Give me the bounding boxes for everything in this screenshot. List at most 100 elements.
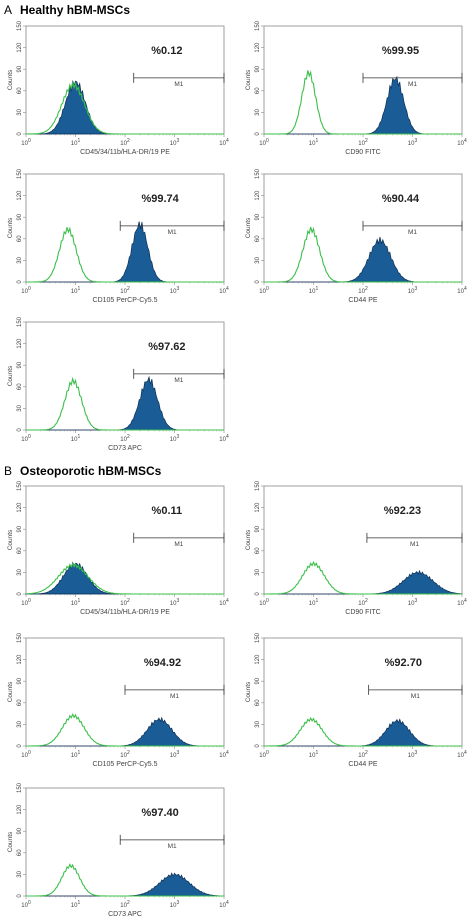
x-tick-label: 102 [120, 286, 130, 295]
y-tick-label: 60 [255, 547, 261, 554]
y-axis-label: Counts [7, 217, 14, 238]
x-tick-label: 104 [219, 900, 229, 909]
histogram-panel: 0 30 60 90 120 150 Counts 100 101 102 103 104 CD105 … [7, 632, 229, 768]
y-axis-label: Counts [245, 529, 252, 550]
x-tick-label: 101 [71, 434, 81, 443]
y-tick-label: 150 [17, 782, 23, 793]
x-tick-label: 103 [408, 750, 418, 759]
isotype-control-histogram [26, 376, 224, 431]
y-tick-label: 30 [17, 404, 23, 411]
section-letter: B [4, 464, 13, 478]
plot-frame [263, 637, 463, 747]
x-tick-label: 104 [219, 138, 229, 147]
y-tick-label: 120 [17, 42, 23, 53]
histogram-panel: 0 30 60 90 120 150 Counts 100 101 102 103 104 CD90 F… [245, 480, 467, 616]
x-tick-label: 102 [120, 138, 130, 147]
y-tick-label: 60 [255, 235, 261, 242]
y-tick-label: 150 [17, 480, 23, 491]
gate-m1-label: M1 [168, 843, 177, 850]
x-axis-label: CD44 PE [348, 761, 378, 768]
y-axis-label: Counts [7, 529, 14, 550]
y-tick-label: 60 [17, 547, 23, 554]
percent-positive-label: %99.95 [382, 45, 419, 57]
x-tick-label: 101 [71, 598, 81, 607]
x-axis-label: CD45/34/11b/HLA-DR/19 PE [80, 609, 170, 616]
y-tick-label: 0 [17, 280, 23, 284]
y-tick-label: 0 [255, 592, 261, 596]
gate-m1-label: M1 [170, 693, 179, 700]
x-tick-label: 104 [219, 598, 229, 607]
x-tick-label: 104 [457, 598, 467, 607]
x-tick-label: 101 [309, 598, 319, 607]
y-tick-label: 120 [17, 190, 23, 201]
y-tick-label: 90 [255, 677, 261, 684]
section-title: Osteoporotic hBM-MSCs [20, 464, 162, 478]
percent-positive-label: %94.92 [144, 657, 181, 669]
plot-frame [25, 173, 225, 283]
x-axis-label: CD90 FITC [345, 609, 380, 616]
y-tick-label: 0 [255, 280, 261, 284]
x-tick-label: 103 [408, 598, 418, 607]
histogram-panel: 0 30 60 90 120 150 Counts 100 101 102 103 104 CD105 … [7, 168, 229, 304]
y-tick-label: 30 [17, 108, 23, 115]
x-tick-label: 100 [21, 900, 31, 909]
x-tick-label: 101 [309, 138, 319, 147]
y-tick-label: 60 [17, 849, 23, 856]
y-tick-label: 150 [255, 20, 261, 31]
y-tick-label: 0 [17, 428, 23, 432]
x-tick-label: 102 [120, 598, 130, 607]
x-tick-label: 103 [408, 286, 418, 295]
y-tick-label: 30 [255, 568, 261, 575]
percent-positive-label: %97.40 [141, 807, 178, 819]
percent-positive-label: %90.44 [382, 193, 420, 205]
histogram-panel: 0 30 60 90 120 150 Counts 100 101 102 103 104 CD90 F… [245, 20, 467, 156]
x-tick-label: 101 [309, 286, 319, 295]
section-a-header: A Healthy hBM-MSCs [4, 3, 130, 17]
x-axis-label: CD90 FITC [345, 149, 380, 156]
y-tick-label: 90 [255, 525, 261, 532]
y-tick-label: 30 [17, 256, 23, 263]
plot-frame [25, 25, 225, 135]
x-tick-label: 100 [21, 138, 31, 147]
y-tick-label: 0 [17, 592, 23, 596]
percent-positive-label: %0.11 [152, 505, 183, 517]
isotype-control-histogram [264, 716, 462, 747]
histogram-panel: 0 30 60 90 120 150 Counts 100 101 102 103 104 CD73 A… [7, 782, 229, 918]
histogram-panel: 0 30 60 90 120 150 Counts 100 101 102 103 104 CD45/3… [7, 20, 229, 156]
x-tick-label: 100 [21, 598, 31, 607]
y-tick-label: 150 [255, 480, 261, 491]
x-tick-label: 101 [309, 750, 319, 759]
x-tick-label: 104 [457, 750, 467, 759]
x-axis-label: CD105 PerCP-Cy5.5 [93, 761, 158, 768]
gate-m1-label: M1 [174, 377, 183, 384]
gate-m1-label: M1 [168, 229, 177, 236]
section-b-header: B Osteoporotic hBM-MSCs [4, 464, 161, 478]
x-tick-label: 100 [259, 286, 269, 295]
y-tick-label: 120 [255, 190, 261, 201]
y-tick-label: 150 [17, 632, 23, 643]
y-tick-label: 120 [17, 654, 23, 665]
gate-m1-label: M1 [408, 81, 417, 88]
y-tick-label: 60 [17, 87, 23, 94]
histogram-panel: 0 30 60 90 120 150 Counts 100 101 102 103 104 CD45/3… [7, 480, 229, 616]
y-axis-label: Counts [245, 217, 252, 238]
gate-m1-label: M1 [174, 541, 183, 548]
gate-m1-label: M1 [174, 81, 183, 88]
y-tick-label: 90 [17, 525, 23, 532]
isotype-control-histogram [26, 712, 224, 747]
x-axis-label: CD73 APC [108, 445, 142, 452]
x-tick-label: 104 [219, 286, 229, 295]
y-tick-label: 30 [17, 568, 23, 575]
x-tick-label: 101 [71, 138, 81, 147]
isotype-control-histogram [26, 226, 224, 283]
percent-positive-label: %99.74 [141, 193, 179, 205]
isotype-control-histogram [264, 560, 462, 595]
y-axis-label: Counts [7, 831, 14, 852]
x-tick-label: 104 [457, 138, 467, 147]
section-title: Healthy hBM-MSCs [20, 3, 131, 17]
x-axis-label: CD105 PerCP-Cy5.5 [93, 297, 158, 304]
y-tick-label: 150 [255, 168, 261, 179]
section-letter: A [4, 3, 13, 17]
x-tick-label: 103 [170, 598, 180, 607]
y-axis-label: Counts [245, 69, 252, 90]
